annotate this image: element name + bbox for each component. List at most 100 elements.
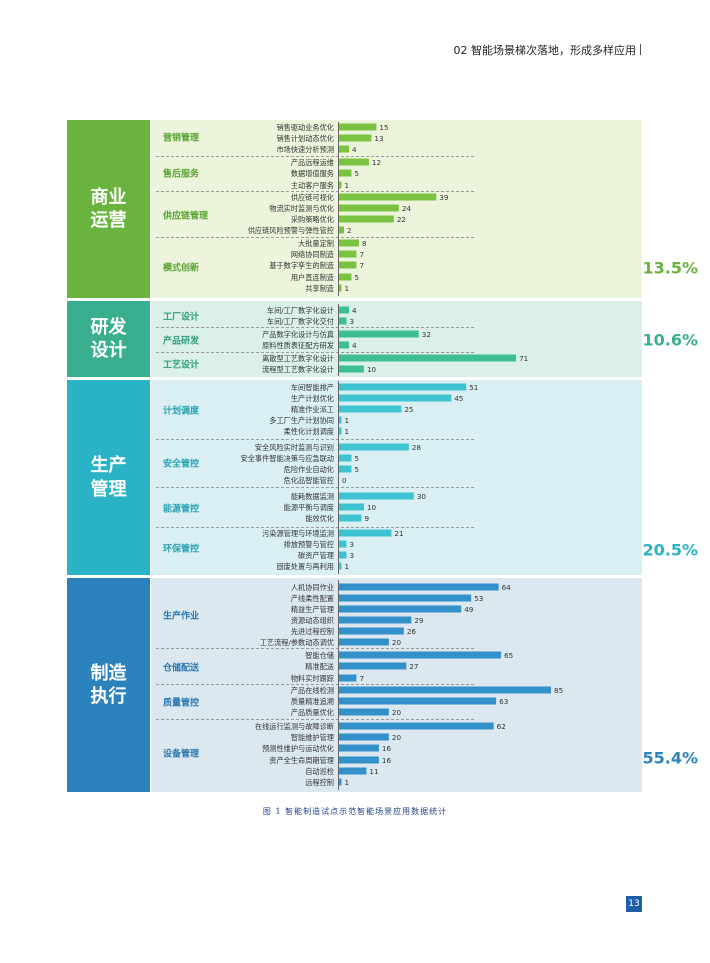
bar-category-label: 在线运行监测与故障诊断 [255, 722, 334, 731]
page-number: 13 [626, 896, 642, 912]
bar-value-label: 71 [519, 354, 528, 363]
bar-axis-line [338, 580, 339, 790]
category-factory: 工厂设计 [163, 312, 200, 323]
section-prod: 生产管理 [67, 380, 642, 575]
bar [339, 616, 412, 624]
bar-value-label: 13 [374, 134, 383, 143]
bar [339, 443, 409, 451]
bar-category-label: 安全风险实时监测与识别 [255, 443, 334, 452]
category-divider [156, 191, 474, 192]
bar-value-label: 64 [502, 583, 512, 592]
bar-value-label: 2 [347, 226, 352, 235]
category-divider [156, 327, 474, 328]
bar-value-label: 21 [394, 529, 403, 538]
bar [339, 674, 357, 682]
section-label-prod: 生产管理 [67, 380, 150, 575]
bar-value-label: 15 [379, 123, 388, 132]
bar-category-label: 排放预警与管控 [284, 540, 334, 549]
bar-category-label: 基于数字孪生的制造 [269, 261, 334, 270]
bar [339, 594, 472, 602]
bar-value-label: 1 [344, 416, 349, 425]
bar-value-label: 1 [344, 181, 349, 190]
section-label-mfg: 制造执行 [67, 578, 150, 792]
bar [339, 239, 359, 247]
bar-value-label: 22 [397, 215, 406, 224]
bar-category-label: 能源平衡与调度 [284, 503, 334, 512]
bar [339, 405, 402, 413]
category-divider [156, 439, 474, 440]
bar-value-label: 4 [352, 341, 357, 350]
bar [339, 744, 379, 752]
bar [339, 708, 389, 716]
section-label-text: 商业运营 [90, 186, 127, 231]
bar [339, 756, 379, 764]
bar [339, 226, 344, 234]
bar [339, 341, 349, 349]
bar [339, 551, 347, 559]
bar [339, 697, 497, 705]
category-process: 工艺设计 [163, 360, 200, 371]
bar-value-label: 10 [367, 503, 377, 512]
bar-category-label: 销售驱动业务优化 [276, 123, 334, 132]
bar-value-label: 3 [349, 551, 354, 560]
section-label-text: 制造执行 [90, 662, 127, 707]
bar [339, 134, 372, 142]
category-safety: 安全管控 [163, 459, 200, 470]
bar-category-label: 物流实时监测与优化 [269, 204, 334, 213]
bar-value-label: 16 [382, 756, 392, 765]
bar-category-label: 流程型工艺数字化设计 [262, 365, 334, 374]
bar [339, 465, 352, 473]
bar-value-label: 45 [454, 394, 463, 403]
bar-category-label: 产品质量优化 [291, 708, 334, 717]
bar-value-label: 24 [402, 204, 412, 213]
section-percent-prod: 20.5% [642, 540, 698, 560]
bar-category-label: 预测性维护与运动优化 [262, 744, 334, 753]
bar-value-label: 7 [359, 261, 364, 270]
category-divider [156, 684, 474, 685]
bar-category-label: 大批量定制 [298, 239, 334, 248]
bar [339, 169, 352, 177]
bar-category-label: 车间智能排产 [291, 383, 334, 392]
page-header-title: 02 智能场景梯次落地，形成多样应用 [454, 42, 642, 58]
bar-category-label: 多工厂生产计划协同 [269, 416, 334, 425]
bar [339, 627, 404, 635]
bar [339, 204, 399, 212]
bar [339, 767, 367, 775]
bar-value-label: 20 [392, 733, 402, 742]
bar-category-label: 主动客户服务 [291, 181, 334, 190]
bar-category-label: 供应链可视化 [291, 193, 334, 202]
bar [339, 427, 342, 435]
bar-category-label: 工艺流程/参数动态调优 [260, 638, 334, 647]
bar [339, 330, 419, 338]
bar-category-label: 销售计划动态优化 [276, 134, 334, 143]
bar [339, 562, 342, 570]
bar-value-label: 62 [497, 722, 506, 731]
bar [339, 145, 349, 153]
bar-value-label: 3 [349, 317, 354, 326]
section-label-rd: 研发设计 [67, 301, 150, 377]
section-label-commercial: 商业运营 [67, 120, 150, 298]
bar-category-label: 自动巡检 [305, 767, 334, 776]
bar-value-label: 1 [344, 284, 349, 293]
bar-value-label: 12 [372, 158, 381, 167]
category-innovation: 模式创新 [163, 263, 200, 274]
bar-category-label: 智能维护管理 [291, 733, 334, 742]
bar-value-label: 20 [392, 708, 402, 717]
bar [339, 250, 357, 258]
bar [339, 605, 462, 613]
category-quality: 质量管控 [163, 698, 200, 709]
bar [339, 317, 347, 325]
bar-category-label: 市场快速分析预测 [276, 145, 334, 154]
category-equipment: 设备管理 [163, 749, 200, 760]
bar-value-label: 51 [469, 383, 478, 392]
bar-value-label: 29 [414, 616, 424, 625]
bar-value-label: 4 [352, 306, 357, 315]
section-percent-commercial: 13.5% [642, 258, 698, 278]
bar [339, 193, 437, 201]
bar [339, 273, 352, 281]
category-divider [156, 237, 474, 238]
bar-category-label: 危化品智能管控 [284, 476, 334, 485]
bar-value-label: 32 [422, 330, 431, 339]
bar [339, 583, 499, 591]
